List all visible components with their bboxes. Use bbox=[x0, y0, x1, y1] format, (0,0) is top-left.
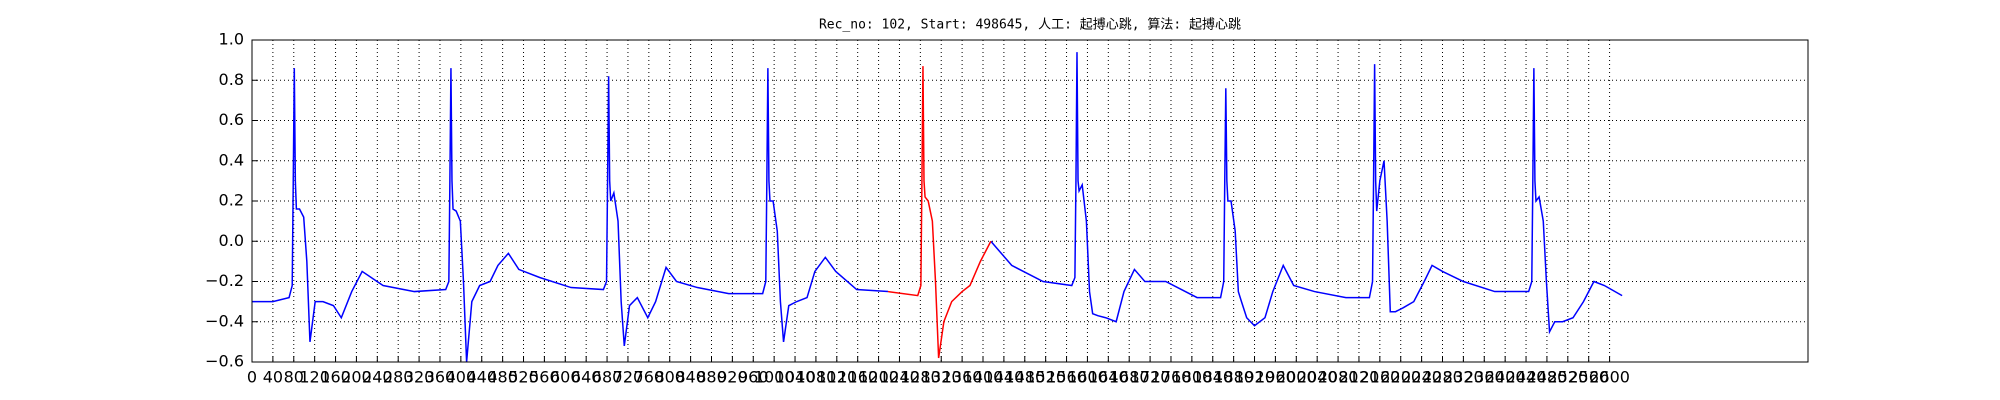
x-tick-label: 2560 bbox=[1568, 368, 1609, 387]
x-tick-label: 1920 bbox=[1234, 368, 1275, 387]
x-tick-label: 560 bbox=[529, 368, 560, 387]
x-tick-label: 680 bbox=[592, 368, 623, 387]
x-tick-label: 400 bbox=[446, 368, 477, 387]
x-tick-label: 1320 bbox=[921, 368, 962, 387]
x-tick-label: 1200 bbox=[858, 368, 899, 387]
x-tick-label: 2600 bbox=[1589, 368, 1630, 387]
x-tick-label: 2520 bbox=[1547, 368, 1588, 387]
x-tick-label: 2160 bbox=[1359, 368, 1400, 387]
y-tick-label: 0.6 bbox=[219, 110, 244, 129]
x-tick-label: 720 bbox=[613, 368, 644, 387]
x-tick-label: 2280 bbox=[1422, 368, 1463, 387]
x-tick-label: 920 bbox=[717, 368, 748, 387]
x-tick-label: 1080 bbox=[796, 368, 837, 387]
chart-title: Rec_no: 102, Start: 498645, 人工: 起搏心跳, 算法… bbox=[819, 17, 1241, 33]
x-tick-label: 2480 bbox=[1527, 368, 1568, 387]
x-tick-label: 1880 bbox=[1213, 368, 1254, 387]
y-tick-label: −0.4 bbox=[205, 311, 244, 330]
x-tick-label: 1480 bbox=[1004, 368, 1045, 387]
x-tick-label: 0 bbox=[247, 368, 257, 387]
x-tick-label: 2320 bbox=[1443, 368, 1484, 387]
x-tick-label: 2080 bbox=[1318, 368, 1359, 387]
x-tick-label: 240 bbox=[362, 368, 393, 387]
x-tick-label: 1840 bbox=[1192, 368, 1233, 387]
x-tick-label: 1560 bbox=[1046, 368, 1087, 387]
x-tick-label: 1760 bbox=[1151, 368, 1192, 387]
x-tick-label: 2200 bbox=[1380, 368, 1421, 387]
x-tick-label: 440 bbox=[466, 368, 497, 387]
x-tick-label: 80 bbox=[284, 368, 304, 387]
x-tick-label: 880 bbox=[696, 368, 727, 387]
x-tick-label: 40 bbox=[263, 368, 283, 387]
x-tick-label: 520 bbox=[508, 368, 539, 387]
x-tick-label: 1800 bbox=[1172, 368, 1213, 387]
y-tick-label: −0.6 bbox=[205, 352, 244, 371]
x-tick-label: 1640 bbox=[1088, 368, 1129, 387]
x-tick-label: 1680 bbox=[1109, 368, 1150, 387]
series-line bbox=[252, 52, 1623, 363]
x-tick-label: 2240 bbox=[1401, 368, 1442, 387]
x-tick-label: 1400 bbox=[963, 368, 1004, 387]
x-tick-label: 1160 bbox=[837, 368, 878, 387]
x-tick-label: 1360 bbox=[942, 368, 983, 387]
x-tick-label: 2120 bbox=[1339, 368, 1380, 387]
x-tick-label: 2360 bbox=[1464, 368, 1505, 387]
x-tick-label: 1040 bbox=[775, 368, 816, 387]
x-tick-label: 760 bbox=[634, 368, 665, 387]
x-tick-label: 1280 bbox=[900, 368, 941, 387]
x-tick-label: 360 bbox=[425, 368, 456, 387]
y-tick-label: 0.8 bbox=[219, 70, 244, 89]
x-tick-label: 280 bbox=[383, 368, 414, 387]
x-tick-label: 1720 bbox=[1130, 368, 1171, 387]
x-tick-label: 2400 bbox=[1485, 368, 1526, 387]
x-tick-label: 1440 bbox=[984, 368, 1025, 387]
x-tick-label: 1520 bbox=[1025, 368, 1066, 387]
x-tick-label: 160 bbox=[320, 368, 351, 387]
x-tick-label: 640 bbox=[571, 368, 602, 387]
x-tick-label: 840 bbox=[675, 368, 706, 387]
x-tick-label: 800 bbox=[654, 368, 685, 387]
x-tick-label: 2440 bbox=[1506, 368, 1547, 387]
x-tick-label: 120 bbox=[299, 368, 330, 387]
x-tick-label: 2040 bbox=[1297, 368, 1338, 387]
x-tick-label: 200 bbox=[341, 368, 372, 387]
y-tick-label: −0.2 bbox=[205, 271, 244, 290]
y-tick-label: 0.0 bbox=[219, 231, 244, 250]
x-tick-label: 320 bbox=[404, 368, 435, 387]
y-tick-label: 1.0 bbox=[219, 30, 244, 49]
x-tick-label: 960 bbox=[738, 368, 769, 387]
plot-frame bbox=[251, 39, 1809, 363]
y-tick-label: 0.4 bbox=[219, 150, 244, 169]
x-tick-label: 1600 bbox=[1067, 368, 1108, 387]
x-tick-label: 1120 bbox=[816, 368, 857, 387]
x-tick-label: 600 bbox=[550, 368, 581, 387]
x-tick-label: 1000 bbox=[754, 368, 795, 387]
y-tick-label: 0.2 bbox=[219, 191, 244, 210]
x-tick-label: 2000 bbox=[1276, 368, 1317, 387]
series-line bbox=[887, 66, 992, 359]
x-tick-label: 1240 bbox=[879, 368, 920, 387]
x-tick-label: 1960 bbox=[1255, 368, 1296, 387]
x-tick-label: 480 bbox=[487, 368, 518, 387]
